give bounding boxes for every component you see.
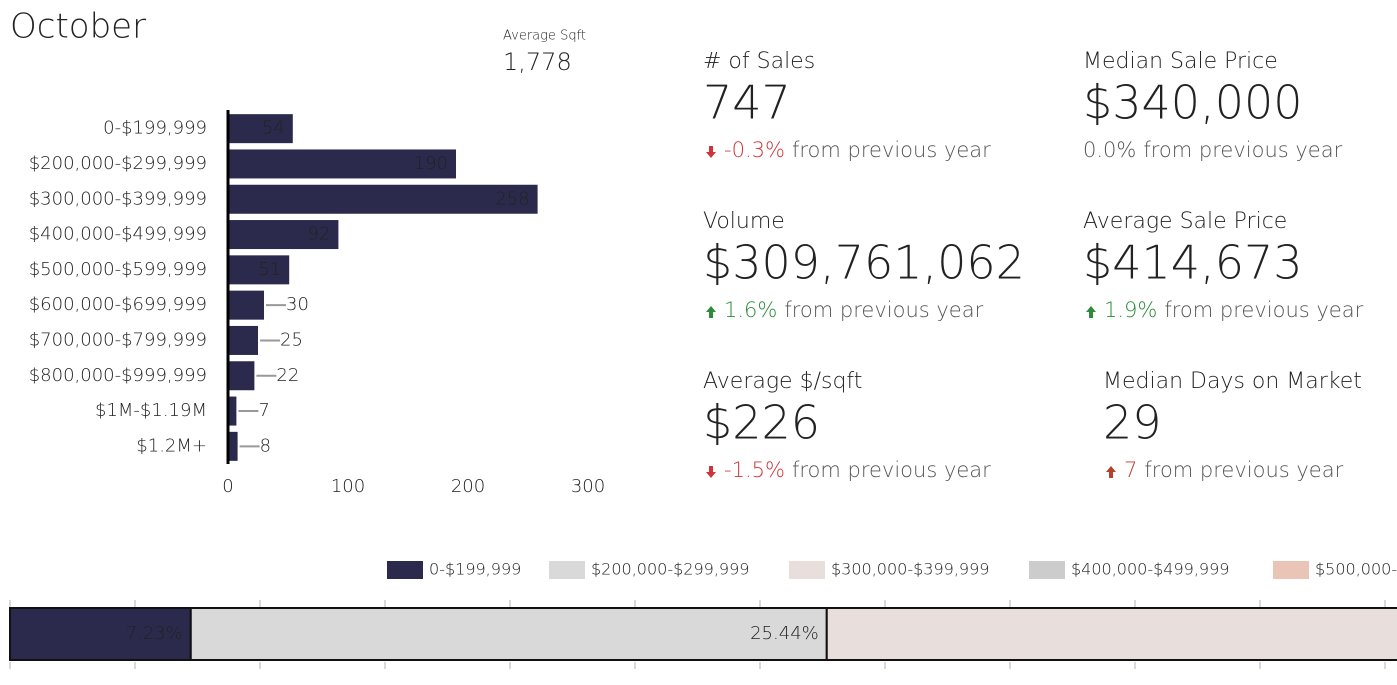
change-value: -0.3% <box>724 138 785 162</box>
kpi-change: 1.6% from previous year <box>724 298 984 322</box>
kpi-label: Average $/sqft <box>703 369 862 394</box>
bar <box>228 184 538 214</box>
change-suffix: from previous year <box>1164 298 1363 322</box>
data-label: 190 <box>414 153 448 174</box>
category-label: $400,000-$499,999 <box>29 224 207 245</box>
kpi-change: -1.5% from previous year <box>724 458 991 482</box>
data-label: 7 <box>258 400 269 421</box>
data-label: 25 <box>280 329 303 350</box>
bar <box>228 325 258 355</box>
legend-swatch <box>387 561 423 579</box>
legend-swatch <box>1029 561 1065 579</box>
segment-label: 7.23% <box>126 623 183 644</box>
change-suffix: from previous year <box>792 458 991 482</box>
kpi-change: 0.0% from previous year <box>1083 138 1343 162</box>
category-label: $700,000-$799,999 <box>29 329 207 350</box>
category-label: $1.2M+ <box>136 435 207 456</box>
legend-label: $400,000-$499,999 <box>1071 560 1229 579</box>
category-label: $600,000-$699,999 <box>29 294 207 315</box>
category-label: $500,000-$599,999 <box>29 259 207 280</box>
x-tick-label: 300 <box>571 476 605 497</box>
change-value: 1.6% <box>724 298 777 322</box>
data-label: 51 <box>258 259 281 280</box>
kpi-change: 1.9% from previous year <box>1104 298 1364 322</box>
category-label: $800,000-$999,999 <box>29 365 207 386</box>
data-label: 30 <box>286 294 309 315</box>
category-label: $200,000-$299,999 <box>29 153 207 174</box>
legend-label: $500,000-$599,999 <box>1315 560 1397 579</box>
change-suffix: from previous year <box>792 138 991 162</box>
bar <box>228 431 238 461</box>
data-label: 54 <box>262 118 285 139</box>
change-suffix: from previous year <box>784 298 983 322</box>
kpi-label: # of Sales <box>703 49 815 74</box>
trend-arrow <box>706 146 716 158</box>
legend-label: $300,000-$399,999 <box>831 560 989 579</box>
legend-swatch <box>1273 561 1309 579</box>
segment-label: 25.44% <box>750 623 819 644</box>
data-label: 258 <box>495 188 529 209</box>
legend-swatch <box>549 561 585 579</box>
category-label: $300,000-$399,999 <box>29 188 207 209</box>
data-label: 92 <box>307 224 330 245</box>
bar <box>228 396 237 426</box>
bar <box>228 361 255 391</box>
change-suffix: from previous year <box>1144 458 1343 482</box>
page-title: October <box>10 7 146 47</box>
x-tick-label: 0 <box>222 476 233 497</box>
bar <box>228 149 456 179</box>
kpi-change: 7 from previous year <box>1124 458 1344 482</box>
kpi-value: 747 <box>703 76 791 130</box>
x-tick-label: 200 <box>451 476 485 497</box>
kpi-label: Median Days on Market <box>1103 369 1362 394</box>
avg-sqft-value: 1,778 <box>503 48 572 76</box>
trend-arrow <box>1086 306 1096 318</box>
bar <box>228 220 339 250</box>
trend-arrow <box>706 306 716 318</box>
kpi-value: 29 <box>1103 396 1162 450</box>
data-label: 22 <box>276 365 299 386</box>
legend-label: 0-$199,999 <box>429 560 521 579</box>
stack-segment <box>9 607 192 661</box>
bar <box>228 255 290 285</box>
legend-swatch <box>789 561 825 579</box>
legend-label: $200,000-$299,999 <box>591 560 749 579</box>
kpi-value: $309,761,062 <box>703 236 1025 290</box>
change-value: 1.9% <box>1104 298 1157 322</box>
kpi-label: Average Sale Price <box>1083 209 1287 234</box>
change-value: 0.0% <box>1083 138 1136 162</box>
change-value: -1.5% <box>724 458 785 482</box>
kpi-value: $414,673 <box>1083 236 1303 290</box>
kpi-label: Median Sale Price <box>1083 49 1278 74</box>
stack-segment <box>189 607 828 661</box>
kpi-value: $340,000 <box>1083 76 1303 130</box>
avg-sqft-label: Average Sqft <box>503 29 586 44</box>
trend-arrow <box>1106 466 1116 478</box>
x-tick-label: 100 <box>331 476 365 497</box>
kpi-change: -0.3% from previous year <box>724 138 991 162</box>
change-suffix: from previous year <box>1143 138 1342 162</box>
change-value: 7 <box>1124 458 1137 482</box>
trend-arrow <box>706 466 716 478</box>
data-label: 8 <box>260 435 271 456</box>
category-label: 0-$199,999 <box>103 118 207 139</box>
kpi-label: Volume <box>703 209 785 234</box>
bar <box>228 290 264 320</box>
stack-segment <box>825 607 1397 661</box>
category-label: $1M-$1.19M <box>95 400 207 421</box>
bar <box>228 114 293 144</box>
kpi-value: $226 <box>703 396 820 450</box>
